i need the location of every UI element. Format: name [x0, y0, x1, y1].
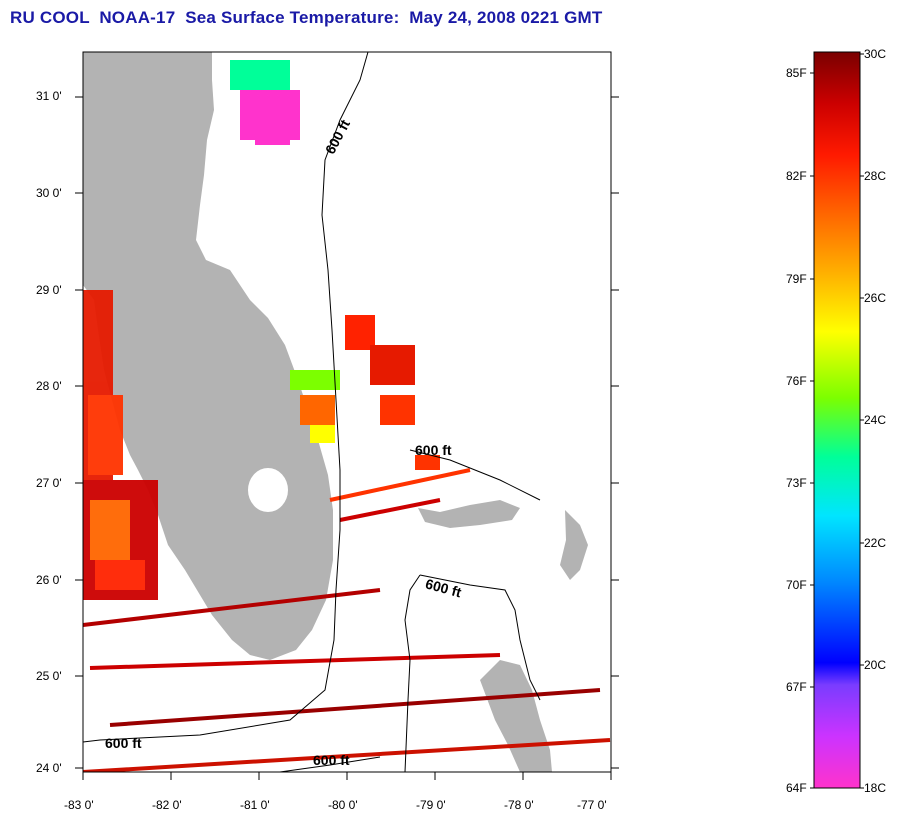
lon-label-77: -77 0' [577, 798, 607, 812]
lon-label-83: -83 0' [64, 798, 94, 812]
colorbar-label-24C: 24C [864, 413, 887, 427]
bahamas-grand-bahama [418, 500, 520, 528]
colorbar-ticks [810, 53, 864, 789]
isobath-label-2: 600 ft [415, 442, 452, 458]
lon-label-81: -81 0' [240, 798, 270, 812]
lat-label-25: 25 0' [36, 669, 62, 683]
colorbar-label-30C: 30C [864, 47, 887, 61]
colorbar-label-22C: 22C [864, 536, 887, 550]
sst-north-data [230, 60, 300, 145]
lon-ticks [82, 772, 612, 780]
lake-okeechobee [248, 468, 288, 512]
colorbar-label-64F: 64F [786, 781, 807, 795]
lon-label-78: -78 0' [504, 798, 534, 812]
lat-label-29: 29 0' [36, 283, 62, 297]
lat-label-30: 30 0' [36, 186, 62, 200]
map-title: RU COOL NOAA-17 Sea Surface Temperature:… [10, 8, 603, 27]
colorbar-label-73F: 73F [786, 476, 807, 490]
sst-atlantic-data [290, 315, 440, 470]
sst-streaks [83, 468, 611, 772]
colorbar-label-82F: 82F [786, 169, 807, 183]
lat-ticks [75, 96, 619, 769]
colorbar-label-76F: 76F [786, 374, 807, 388]
isobath-label-5: 600 ft [313, 752, 350, 768]
colorbar [813, 51, 861, 789]
colorbar-label-20C: 20C [864, 658, 887, 672]
bahamas-abaco [560, 510, 588, 580]
isobath-label-4: 600 ft [105, 735, 142, 751]
colorbar-label-18C: 18C [864, 781, 887, 795]
lat-label-26: 26 0' [36, 573, 62, 587]
lat-label-28: 28 0' [36, 379, 62, 393]
colorbar-label-79F: 79F [786, 272, 807, 286]
lat-label-24: 24 0' [36, 761, 62, 775]
isobath-contours [83, 52, 541, 772]
colorbar-label-85F: 85F [786, 66, 807, 80]
lat-label-31: 31 0' [36, 89, 62, 103]
colorbar-label-26C: 26C [864, 291, 887, 305]
colorbar-label-70F: 70F [786, 578, 807, 592]
lat-label-27: 27 0' [36, 476, 62, 490]
lon-label-82: -82 0' [152, 798, 182, 812]
colorbar-label-28C: 28C [864, 169, 887, 183]
colorbar-label-67F: 67F [786, 680, 807, 694]
lon-label-79: -79 0' [416, 798, 446, 812]
lon-label-80: -80 0' [328, 798, 358, 812]
sst-gulf-data [83, 290, 158, 600]
